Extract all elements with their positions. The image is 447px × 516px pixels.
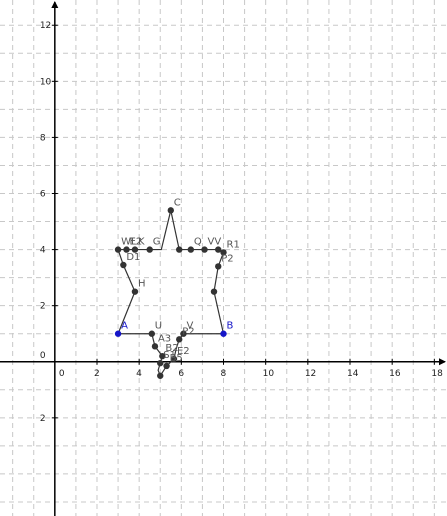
point-marker[interactable] [176, 336, 183, 343]
point-marker[interactable] [220, 330, 227, 337]
point-label: P2 [182, 326, 194, 337]
point-marker[interactable] [146, 246, 153, 253]
point-label: B [227, 321, 234, 332]
point-marker[interactable] [148, 330, 156, 337]
point-marker[interactable] [114, 330, 122, 337]
point-marker[interactable] [123, 246, 130, 253]
x-axis-ticks: 0 2 4 6 8 10 12 14 16 18 [59, 369, 443, 379]
x-tick-label: 4 [136, 369, 142, 379]
point-marker[interactable] [210, 288, 218, 295]
x-tick-label: 18 [431, 369, 443, 379]
x-tick-label: 2 [94, 369, 100, 379]
point-marker[interactable] [114, 246, 122, 253]
point-marker[interactable] [201, 246, 208, 253]
point-label: WL [121, 237, 137, 248]
x-tick-label: 8 [221, 369, 227, 379]
y-tick-label: 2 [40, 302, 46, 312]
x-tick-label: 0 [59, 369, 65, 379]
point-label: K [138, 237, 145, 248]
point-label: U [155, 321, 162, 332]
point-label: B2 [165, 343, 178, 354]
point-label: E2 [177, 346, 190, 357]
point-marker[interactable] [215, 246, 222, 253]
point-label: G [153, 237, 161, 248]
y-tick-label: 12 [40, 21, 51, 31]
point-marker[interactable] [180, 330, 187, 337]
point-marker[interactable] [131, 288, 139, 295]
point-label: C [174, 197, 181, 208]
point-marker[interactable] [163, 362, 170, 370]
x-tick-label: 14 [347, 369, 359, 379]
point-label: VV [208, 237, 222, 248]
x-axis-arrowhead [439, 358, 446, 366]
y-axis-ticks: 12 10 8 6 4 2 0 2 [40, 21, 52, 424]
x-tick-label: 12 [305, 369, 316, 379]
x-tick-label: 16 [389, 369, 401, 379]
y-tick-label: 2 [40, 414, 46, 424]
point-marker[interactable] [151, 343, 159, 350]
point-marker[interactable] [215, 263, 222, 270]
point-marker[interactable] [220, 249, 227, 256]
point-marker[interactable] [157, 359, 164, 367]
point-label: V [186, 321, 193, 332]
point-marker[interactable] [120, 261, 127, 269]
point-label: P2 [221, 253, 233, 264]
point-label: B5 [170, 353, 183, 364]
point-marker[interactable] [167, 207, 174, 214]
point-marker[interactable] [159, 352, 166, 360]
point-label: A [121, 321, 128, 332]
point-marker[interactable] [131, 246, 139, 253]
tick-marks [51, 24, 435, 419]
y-tick-label: 10 [40, 77, 52, 87]
point-label: Q [194, 237, 202, 248]
point-marker[interactable] [187, 246, 195, 253]
y-tick-label: 4 [40, 246, 46, 256]
y-axis-arrowhead [51, 1, 59, 8]
y-tick-label: 0 [40, 351, 46, 361]
x-tick-label: 6 [178, 369, 184, 379]
point-marker[interactable] [170, 355, 178, 363]
point-label: E2 [130, 237, 143, 248]
point-label: D1 [126, 252, 140, 263]
point-label: A3 [158, 333, 171, 344]
y-tick-label: 6 [40, 190, 46, 200]
point-label: S1 [163, 350, 176, 361]
point-label: H [138, 279, 146, 290]
point-marker[interactable] [176, 246, 183, 253]
y-tick-label: 8 [40, 133, 46, 143]
x-tick-label: 10 [263, 369, 275, 379]
point-marker[interactable] [157, 372, 164, 379]
point-label: R1 [227, 239, 240, 250]
